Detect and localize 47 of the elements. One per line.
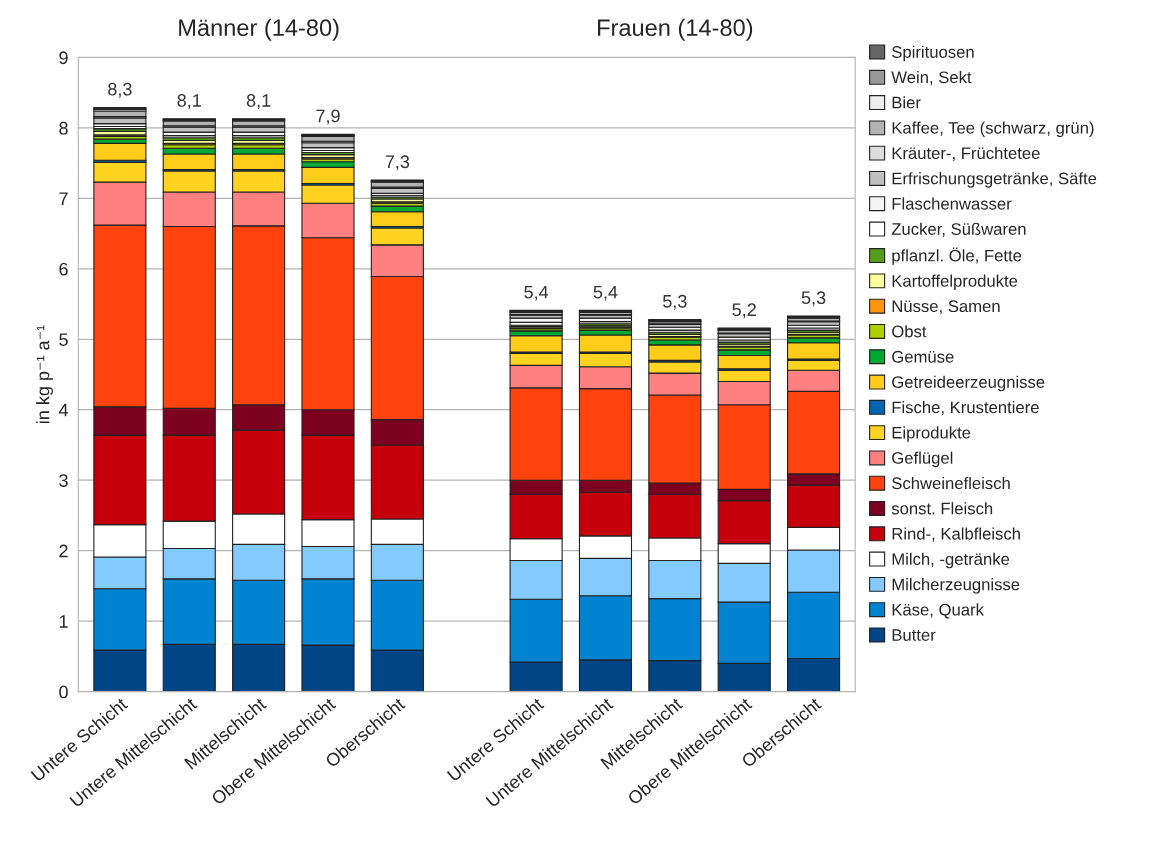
total-label: 7,3 xyxy=(385,155,410,171)
total-label: 8,1 xyxy=(177,94,201,109)
legend-label: Gemüse xyxy=(892,350,954,363)
total-label: 5,4 xyxy=(593,285,618,301)
legend-label: Kaffee, Tee (schwarz, grün) xyxy=(892,121,1094,138)
legend-label: Zucker, Süßwaren xyxy=(891,222,1026,237)
legend-label: Flaschenwasser xyxy=(892,197,1012,210)
legend-label: pflanzl. Öle, Fette xyxy=(892,247,1022,265)
legend-label: Schweinefleisch xyxy=(892,476,1010,490)
legend-label: Geflügel xyxy=(892,451,953,468)
total-label: 5,4 xyxy=(524,285,549,301)
legend-label: Getreideerzeugnisse xyxy=(892,375,1045,392)
legend-label: Spirituosen xyxy=(892,45,974,62)
legend-label: Nüsse, Samen xyxy=(892,300,1000,315)
total-label: 7,9 xyxy=(316,109,340,125)
y-tick-label: 6 xyxy=(59,262,68,276)
y-tick-label: 9 xyxy=(59,51,68,65)
y-tick-label: 8 xyxy=(59,121,68,135)
legend-label: Käse, Quark xyxy=(892,603,984,619)
legend-label: Kräuter-, Früchtetee xyxy=(892,146,1040,162)
total-label: 5,3 xyxy=(663,294,687,310)
total-label: 8,3 xyxy=(108,82,132,98)
legend-label: Erfrischungsgetränke, Säfte xyxy=(892,172,1097,188)
y-tick-label: 0 xyxy=(59,685,68,699)
y-tick-label: 5 xyxy=(59,333,68,346)
y-tick-label: 7 xyxy=(59,192,68,205)
y-tick-label: 4 xyxy=(58,403,69,417)
legend-label: Rind-, Kalbfleisch xyxy=(892,527,1020,542)
y-axis-title: in kg p⁻¹ a⁻¹ xyxy=(36,325,53,423)
legend-label: Bier xyxy=(892,96,921,109)
legend-label: sonst. Fleisch xyxy=(891,502,993,515)
y-tick-label: 3 xyxy=(59,474,68,487)
legend-label: Butter xyxy=(892,629,936,641)
legend-label: Milcherzeugnisse xyxy=(892,578,1020,594)
text: Frauen (14-80) xyxy=(598,18,753,41)
total-label: 5,2 xyxy=(732,303,756,319)
legend-label: Wein, Sekt xyxy=(891,70,972,86)
total-label: 8,1 xyxy=(246,94,271,109)
legend-label: Milch, -getränke xyxy=(892,552,1010,569)
legend-label: Eiprodukte xyxy=(892,426,971,442)
y-tick-label: 2 xyxy=(59,544,68,558)
y-tick-label: 1 xyxy=(59,615,68,628)
text: Männer (14-80) xyxy=(179,18,339,41)
legend-label: Fische, Krustentiere xyxy=(892,401,1039,416)
legend-label: Kartoffelprodukte xyxy=(892,274,1018,291)
legend-label: Obst xyxy=(892,325,927,338)
total-label: 5,3 xyxy=(801,291,826,307)
